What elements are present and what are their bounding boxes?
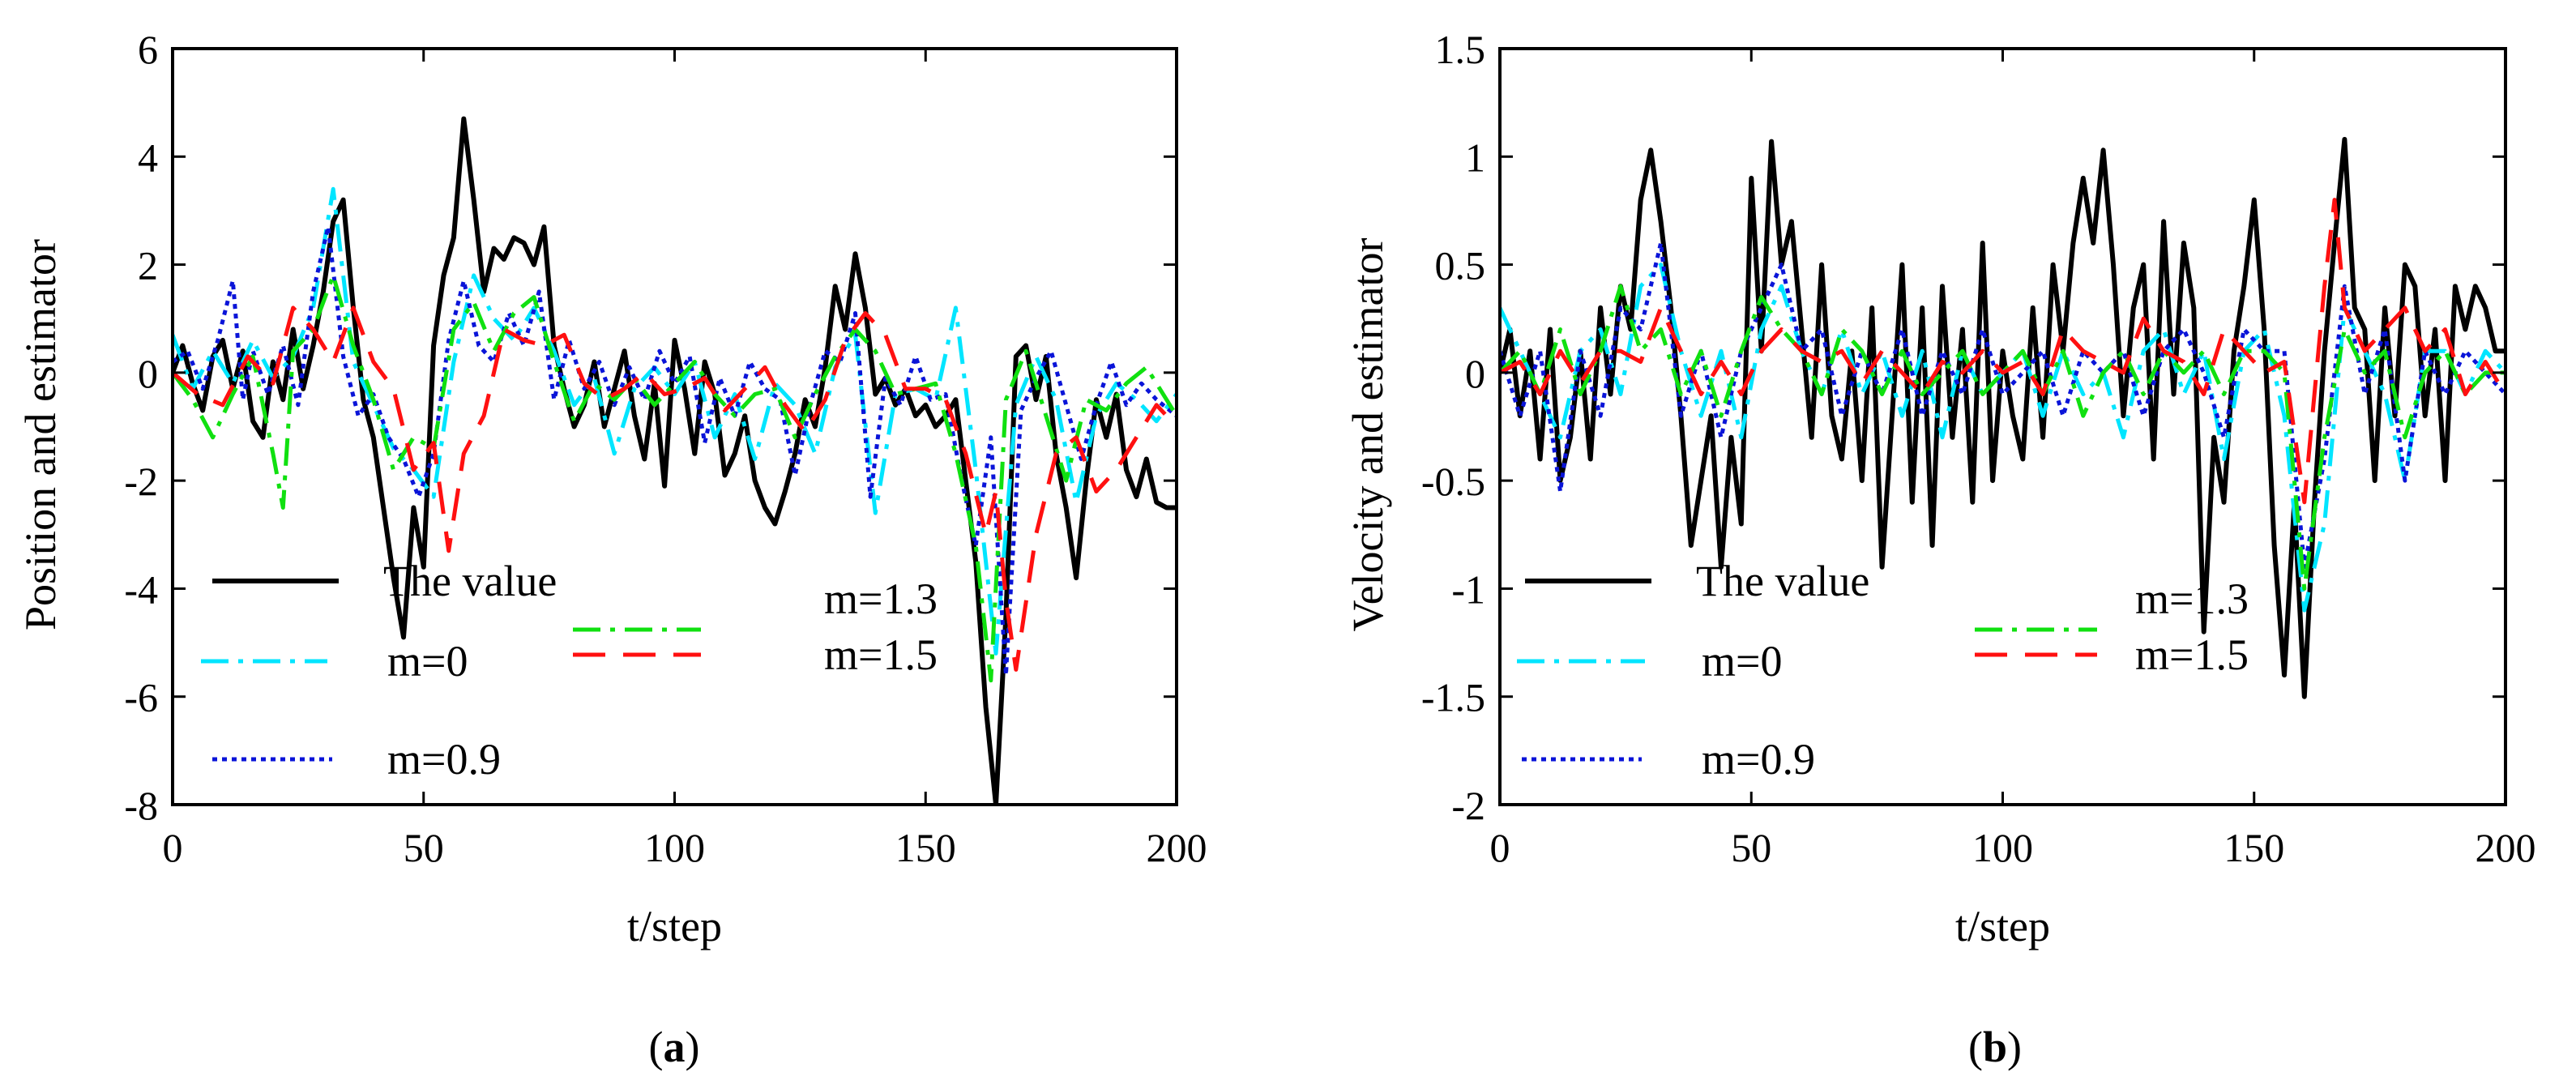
y-tick-label: 0 [138,351,158,396]
legend-label: m=0 [387,637,468,686]
legend-label: m=0.9 [387,735,501,784]
series-line-m-1-3 [173,273,1177,683]
y-tick-label: 1.5 [1435,27,1486,72]
series-line-the-value [173,116,1177,805]
y-tick-label: 0.5 [1435,243,1486,288]
y-tick-label: 1 [1465,135,1485,180]
y-tick-label: -1.5 [1421,675,1485,720]
series-line-m-0 [173,186,1177,656]
chart-panel-a: 0 50 100 150 200 6 4 2 0 -2 -4 -6 -8 t/step Position a… [16,27,1207,1071]
x-axis-label: t/step [627,902,722,950]
x-axis-label: t/step [1955,902,2050,950]
y-tick-label: -2 [124,459,158,504]
x-tick-label: 0 [1490,825,1510,870]
chart-panel-b: 0 50 100 150 200 1.5 1 0.5 0 -0.5 -1 -1.5 -2 t/step Ve… [1344,27,2536,1071]
y-tick-label: -1 [1451,566,1485,612]
legend-label: The value [383,557,557,605]
x-tick-label: 100 [1972,825,2033,870]
panel-caption: (a) [649,1023,700,1071]
x-tick-label: 100 [644,825,705,870]
x-tick-label: 50 [1731,825,1771,870]
legend-label: m=0 [1702,637,1782,686]
x-tick-label: 200 [2476,825,2536,870]
series-line-m-0-9 [173,224,1177,677]
legend-label: m=1.3 [2135,575,2249,623]
plot-frame [171,47,1178,806]
series-line-the-value [1500,137,2506,699]
x-tick-label: 150 [895,825,956,870]
x-tick-label: 200 [1147,825,1207,870]
legend-label: m=0.9 [1702,735,1815,784]
y-tick-label: -8 [124,783,158,828]
y-tick-label: -0.5 [1421,459,1485,504]
y-axis-label: Velocity and estimator [1344,238,1392,632]
x-tick-label: 50 [404,825,444,870]
y-axis-label: Position and estimator [16,239,65,630]
y-tick-label: 0 [1465,351,1485,396]
series-line-m-1-3 [1500,284,2506,591]
x-tick-label: 0 [163,825,183,870]
y-tick-label: 6 [138,27,158,72]
y-tick-label: -2 [1451,783,1485,828]
legend-label: m=1.5 [824,630,938,679]
x-tick-label: 150 [2224,825,2284,870]
series-line-m-1-5 [173,305,1177,672]
series-line-m-0 [1500,263,2506,613]
y-tick-label: -4 [124,566,158,612]
legend-label: m=1.5 [2135,630,2249,679]
panel-caption: (b) [1968,1023,2022,1071]
legend-label: m=1.3 [824,575,938,623]
y-tick-label: 4 [138,135,158,180]
y-tick-label: 2 [138,243,158,288]
y-tick-label: -6 [124,675,158,720]
series-line-m-1-5 [1500,198,2506,505]
legend-label: The value [1696,557,1869,605]
